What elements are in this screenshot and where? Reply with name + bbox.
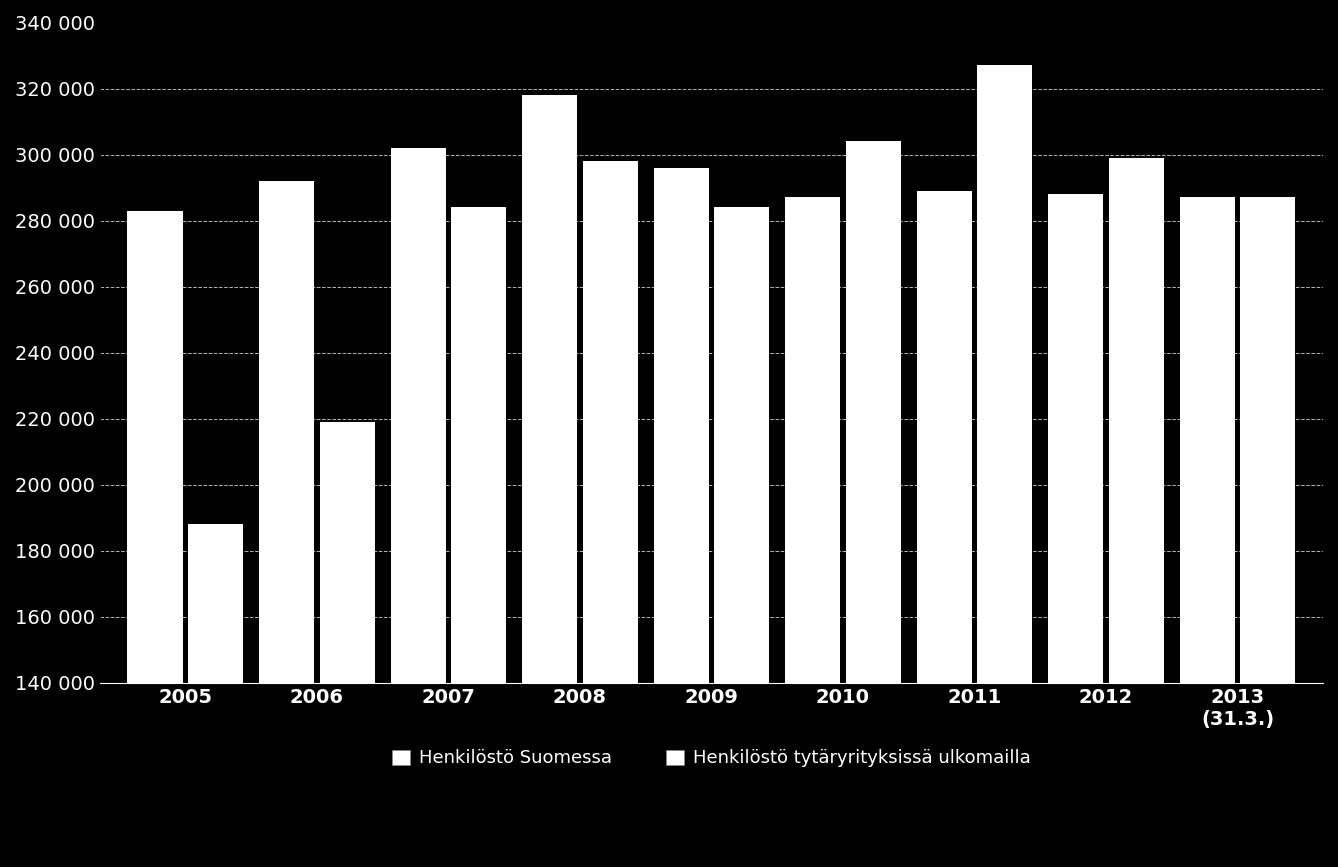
Bar <box>977 65 1033 867</box>
Bar <box>917 191 971 867</box>
Bar <box>1240 198 1295 867</box>
Bar <box>391 148 446 867</box>
Bar <box>260 181 314 867</box>
Bar <box>127 211 183 867</box>
Bar <box>1180 198 1235 867</box>
Bar <box>714 207 769 867</box>
Bar <box>451 207 506 867</box>
Bar <box>653 168 709 867</box>
Bar <box>582 161 638 867</box>
Bar <box>1109 158 1164 867</box>
Bar <box>187 525 244 867</box>
Legend: Henkilöstö Suomessa, Henkilöstö tytäryrityksissä ulkomailla: Henkilöstö Suomessa, Henkilöstö tytäryri… <box>387 744 1037 772</box>
Bar <box>522 95 577 867</box>
Bar <box>320 422 375 867</box>
Bar <box>846 141 900 867</box>
Bar <box>1048 194 1104 867</box>
Bar <box>785 198 840 867</box>
